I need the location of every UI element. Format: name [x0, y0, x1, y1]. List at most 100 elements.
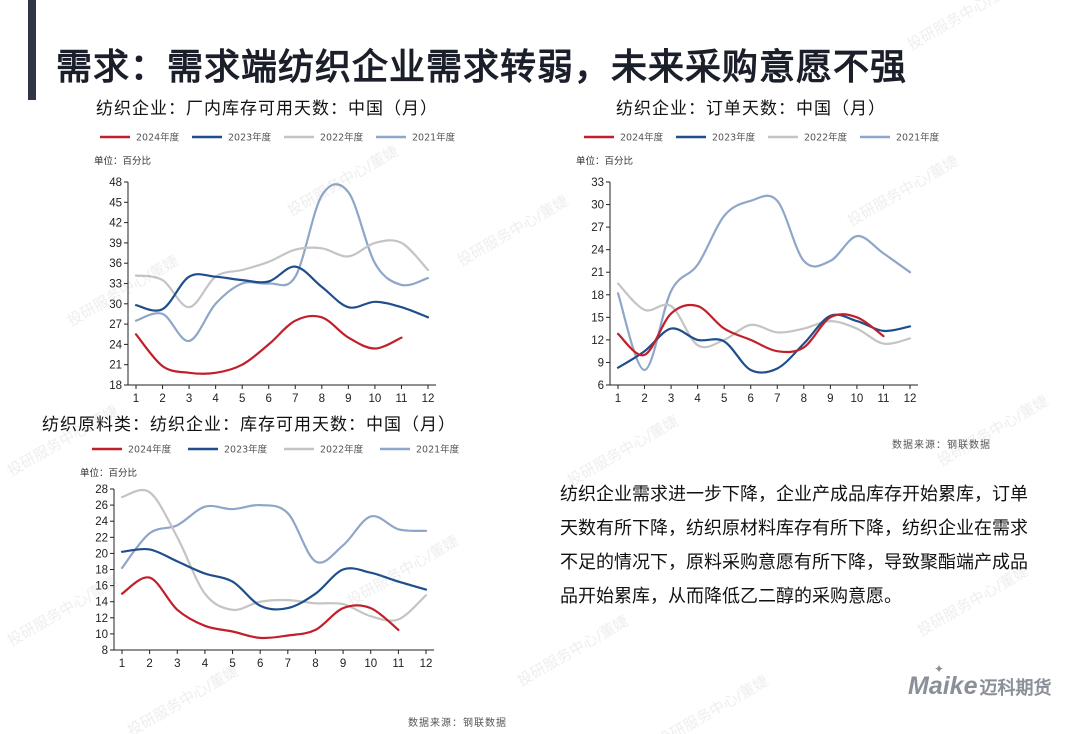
- x-tick-label: 10: [369, 393, 382, 405]
- legend-label: 2024年度: [128, 444, 172, 456]
- legend-label: 2024年度: [620, 132, 664, 144]
- y-tick-label: 26: [95, 500, 108, 512]
- source-note-top: 数据来源：钢联数据: [892, 440, 991, 451]
- legend-label: 2023年度: [228, 132, 272, 144]
- y-tick-label: 10: [95, 629, 108, 641]
- y-tick-label: 33: [591, 177, 604, 189]
- y-tick-label: 14: [95, 597, 108, 609]
- y-tick-label: 18: [95, 565, 108, 577]
- legend-label: 2021年度: [412, 132, 456, 144]
- x-tick-label: 12: [422, 393, 435, 405]
- series-line-2023年度: [134, 265, 430, 319]
- x-tick-label: 6: [266, 393, 272, 405]
- x-tick-label: 11: [395, 393, 407, 405]
- x-tick-label: 3: [668, 393, 674, 405]
- x-tick-label: 12: [420, 658, 433, 670]
- y-tick-label: 18: [109, 380, 122, 392]
- y-tick-label: 20: [95, 548, 108, 560]
- chart-3-title: 纺织原料类：纺织企业：库存可用天数：中国（月）: [42, 415, 456, 435]
- legend-label: 2024年度: [136, 132, 180, 144]
- y-tick-label: 9: [598, 357, 604, 369]
- x-tick-label: 11: [392, 658, 404, 670]
- series-line-2022年度: [134, 239, 430, 309]
- series-line-2024年度: [120, 576, 400, 640]
- unit-label: 单位：百分比: [80, 467, 137, 479]
- y-tick-label: 6: [598, 380, 604, 392]
- x-tick-label: 6: [257, 658, 263, 670]
- x-tick-label: 1: [119, 658, 125, 670]
- x-tick-label: 9: [827, 393, 833, 405]
- page-title: 需求：需求端纺织企业需求转弱，未来采购意愿不强: [56, 47, 908, 88]
- x-tick-label: 8: [319, 393, 325, 405]
- y-tick-label: 12: [95, 613, 108, 625]
- x-tick-label: 2: [146, 658, 152, 670]
- chart-order-days: 2024年度 2023年度 2022年度 2021年度单位：百分比6912151821…: [576, 132, 940, 406]
- x-tick-label: 7: [285, 658, 291, 670]
- legend-label: 2021年度: [896, 132, 940, 144]
- chart-inventory-days: 2024年度 2023年度 2022年度 2021年度单位：百分比1821242730…: [94, 132, 456, 406]
- chart-raw-material-inventory: 2024年度 2023年度 2022年度 2021年度单位：百分比8101214161…: [80, 444, 460, 671]
- x-tick-label: 4: [212, 393, 219, 405]
- x-tick-label: 5: [239, 393, 245, 405]
- x-tick-label: 8: [801, 393, 807, 405]
- x-tick-label: 8: [312, 658, 318, 670]
- y-tick-label: 8: [102, 645, 108, 657]
- legend-label: 2023年度: [712, 132, 756, 144]
- legend-label: 2023年度: [224, 444, 268, 456]
- x-tick-label: 3: [186, 393, 192, 405]
- series-line-2024年度: [134, 314, 403, 375]
- series-line-2022年度: [120, 488, 428, 622]
- series-line-2022年度: [616, 282, 912, 349]
- y-tick-label: 12: [591, 335, 604, 347]
- x-tick-label: 4: [202, 658, 209, 670]
- source-note-bottom: 数据来源：钢联数据: [408, 718, 507, 729]
- chart-2-title: 纺织企业：订单天数：中国（月）: [616, 99, 886, 119]
- x-tick-label: 4: [694, 393, 701, 405]
- watermark: 投研服务中心/董婕: [454, 191, 572, 270]
- y-tick-label: 22: [95, 532, 108, 544]
- series-line-2021年度: [616, 194, 912, 372]
- x-tick-label: 6: [748, 393, 754, 405]
- x-tick-label: 1: [615, 393, 621, 405]
- x-tick-label: 9: [340, 658, 346, 670]
- y-tick-label: 24: [591, 245, 604, 257]
- title-accent-bar: [28, 0, 36, 100]
- logo-cn: 迈科期货: [979, 678, 1052, 698]
- brand-logo: Maike 迈科期货: [908, 672, 1051, 701]
- x-tick-label: 7: [292, 393, 298, 405]
- y-tick-label: 15: [591, 312, 604, 324]
- chart-1-title: 纺织企业：厂内库存可用天数：中国（月）: [96, 99, 438, 119]
- x-tick-label: 3: [174, 658, 180, 670]
- y-tick-label: 48: [109, 177, 122, 189]
- y-tick-label: 21: [591, 267, 604, 279]
- y-tick-label: 45: [109, 197, 122, 209]
- y-tick-label: 42: [109, 218, 122, 230]
- series-line-2024年度: [616, 303, 885, 357]
- y-tick-label: 24: [95, 516, 108, 528]
- y-tick-label: 30: [591, 200, 604, 212]
- y-tick-label: 27: [109, 319, 122, 331]
- watermark: 投研服务中心/董婕: [904, 0, 1022, 54]
- x-tick-label: 11: [877, 393, 889, 405]
- y-tick-label: 21: [109, 360, 122, 372]
- legend-label: 2022年度: [804, 132, 848, 144]
- y-tick-label: 18: [591, 290, 604, 302]
- y-tick-label: 16: [95, 581, 108, 593]
- x-tick-label: 7: [774, 393, 780, 405]
- series-line-2023年度: [616, 313, 912, 374]
- x-tick-label: 1: [133, 393, 139, 405]
- legend-label: 2021年度: [416, 444, 460, 456]
- watermark: 投研服务中心/董婕: [514, 611, 632, 690]
- logo-mark-icon: ✦: [934, 662, 945, 676]
- x-tick-label: 5: [721, 393, 727, 405]
- y-tick-label: 24: [109, 339, 122, 351]
- x-tick-label: 2: [641, 393, 647, 405]
- x-tick-label: 10: [851, 393, 864, 405]
- series-line-2021年度: [134, 183, 430, 343]
- x-tick-label: 10: [364, 658, 377, 670]
- y-tick-label: 28: [95, 484, 108, 496]
- watermark: 投研服务中心/董婕: [654, 671, 772, 734]
- x-tick-label: 12: [904, 393, 917, 405]
- unit-label: 单位：百分比: [576, 155, 633, 167]
- y-tick-label: 36: [109, 258, 122, 270]
